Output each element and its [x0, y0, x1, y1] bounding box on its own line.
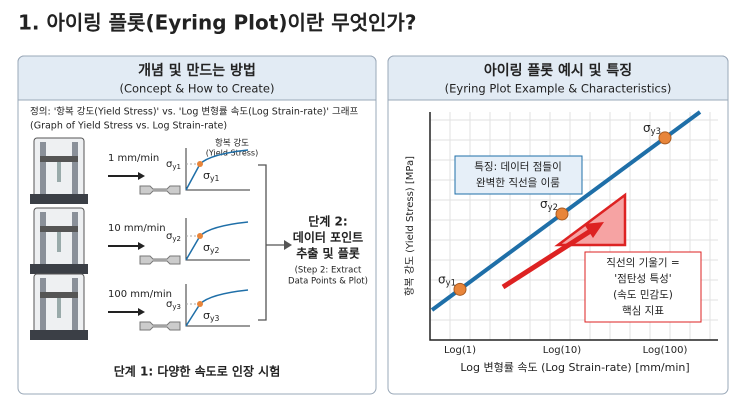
subscript: y3: [172, 303, 181, 311]
subscript: y3: [651, 125, 661, 135]
red-arrow-head: [584, 222, 604, 238]
bracket: [258, 164, 284, 321]
speed: 100 mm/min: [108, 289, 172, 300]
right-panel: [387, 55, 729, 395]
axis-sigma: σy3: [166, 299, 181, 311]
subscript: y2: [172, 235, 181, 243]
machine-column: [72, 212, 78, 264]
yield-label: (Yield Stress): [206, 149, 258, 158]
y-axis-label: 항복 강도 (Yield Stress) [MPa]: [404, 156, 416, 296]
x-tick-label: Log(1): [444, 345, 476, 356]
slope-text: (속도 민감도): [613, 289, 673, 301]
red-arrow: [501, 227, 594, 290]
specimen: [57, 232, 61, 252]
point-sigma: σy3: [203, 309, 220, 323]
grid: Log(1) Log(10) Log(100): [430, 112, 718, 356]
specimen: [57, 298, 61, 318]
symbol: σ: [166, 231, 173, 242]
left-title: 개념 및 만드는 방법: [138, 62, 256, 79]
axis-sigma: σy2: [166, 231, 181, 243]
step2: 데이터 포인트: [293, 230, 363, 245]
right-title: 아이링 플롯 예시 및 특징: [484, 62, 632, 79]
symbol: σ: [203, 309, 210, 322]
point-label: σy2: [540, 196, 558, 211]
step2: 추출 및 플롯: [296, 246, 360, 261]
crosshead: [40, 292, 78, 298]
subscript: y1: [446, 277, 456, 287]
slope-text: 핵심 지표: [622, 305, 664, 317]
symbol: σ: [166, 159, 173, 170]
yield-label: 항복 강도: [215, 138, 249, 149]
subscript: y3: [210, 314, 220, 323]
slope-box: [584, 251, 702, 323]
feature-text: 완벽한 직선을 이룸: [476, 176, 560, 189]
machine-base: [30, 264, 88, 274]
machine-column: [72, 142, 78, 194]
crosshead: [40, 156, 78, 162]
slope-triangle: [554, 192, 627, 247]
symbol: σ: [203, 169, 210, 182]
arrow-head: [284, 240, 292, 250]
x-tick-label: Log(10): [543, 345, 581, 356]
dogbone: [139, 321, 181, 331]
crosshead: [40, 226, 78, 232]
step1: 단계 1: 다양한 속도로 인장 시험: [114, 364, 281, 379]
data-point: [555, 207, 569, 221]
right-header: [387, 55, 729, 101]
machine-column: [40, 278, 46, 330]
speed-arrow-head: [138, 242, 145, 250]
speed: 10 mm/min: [108, 223, 166, 234]
yield-point: [197, 301, 203, 307]
symbol: σ: [540, 196, 548, 210]
data-point: [658, 131, 672, 145]
axis-sigma: σy1: [166, 159, 181, 171]
definition: 정의: '항복 강도(Yield Stress)' vs. 'Log 변형률 속…: [30, 107, 358, 118]
feature-box: [454, 155, 583, 195]
step2-en: (Step 2: Extract: [295, 266, 362, 276]
machine-base: [30, 330, 88, 340]
subscript: y1: [210, 174, 220, 183]
point-label: σy3: [643, 120, 661, 135]
specimen: [57, 162, 61, 182]
x-axis-label: Log 변형률 속도 (Log Strain-rate) [mm/min]: [460, 361, 689, 374]
speed-arrow-head: [138, 172, 145, 180]
right-subtitle: (Eyring Plot Example & Characteristics): [445, 82, 672, 96]
left-subtitle: (Concept & How to Create): [120, 82, 275, 96]
yield-point: [197, 161, 203, 167]
speed-arrow-head: [138, 308, 145, 316]
subscript: y2: [210, 246, 220, 255]
symbol: σ: [438, 272, 446, 286]
machine-column: [72, 278, 78, 330]
point-sigma: σy2: [203, 241, 220, 255]
subscript: y2: [548, 201, 558, 211]
step2: 단계 2:: [308, 214, 347, 229]
definition: (Graph of Yield Stress vs. Log Strain-ra…: [30, 121, 227, 132]
symbol: σ: [643, 120, 651, 134]
slope-text: 직선의 기울기 =: [606, 257, 679, 269]
page-title: 1. 아이링 플롯(Eyring Plot)이란 무엇인가?: [18, 11, 416, 35]
step2-en: Data Points & Plot): [288, 277, 368, 287]
feature-text: 특징: 데이터 점들이: [474, 161, 562, 173]
speed: 1 mm/min: [108, 153, 159, 164]
machine-column: [40, 142, 46, 194]
point-sigma: σy1: [203, 169, 220, 183]
symbol: σ: [166, 299, 173, 310]
machine-base: [30, 194, 88, 204]
symbol: σ: [203, 241, 210, 254]
subscript: y1: [172, 163, 181, 171]
dogbone: [139, 255, 181, 265]
machine-column: [40, 212, 46, 264]
dogbone: [139, 185, 181, 195]
slope-text: '점탄성 특성': [614, 273, 671, 285]
point-label: σy1: [438, 272, 456, 287]
axes: [429, 112, 718, 341]
x-tick-label: Log(100): [643, 345, 688, 356]
left-header: [17, 55, 377, 101]
yield-point: [197, 233, 203, 239]
data-point: [453, 282, 467, 296]
